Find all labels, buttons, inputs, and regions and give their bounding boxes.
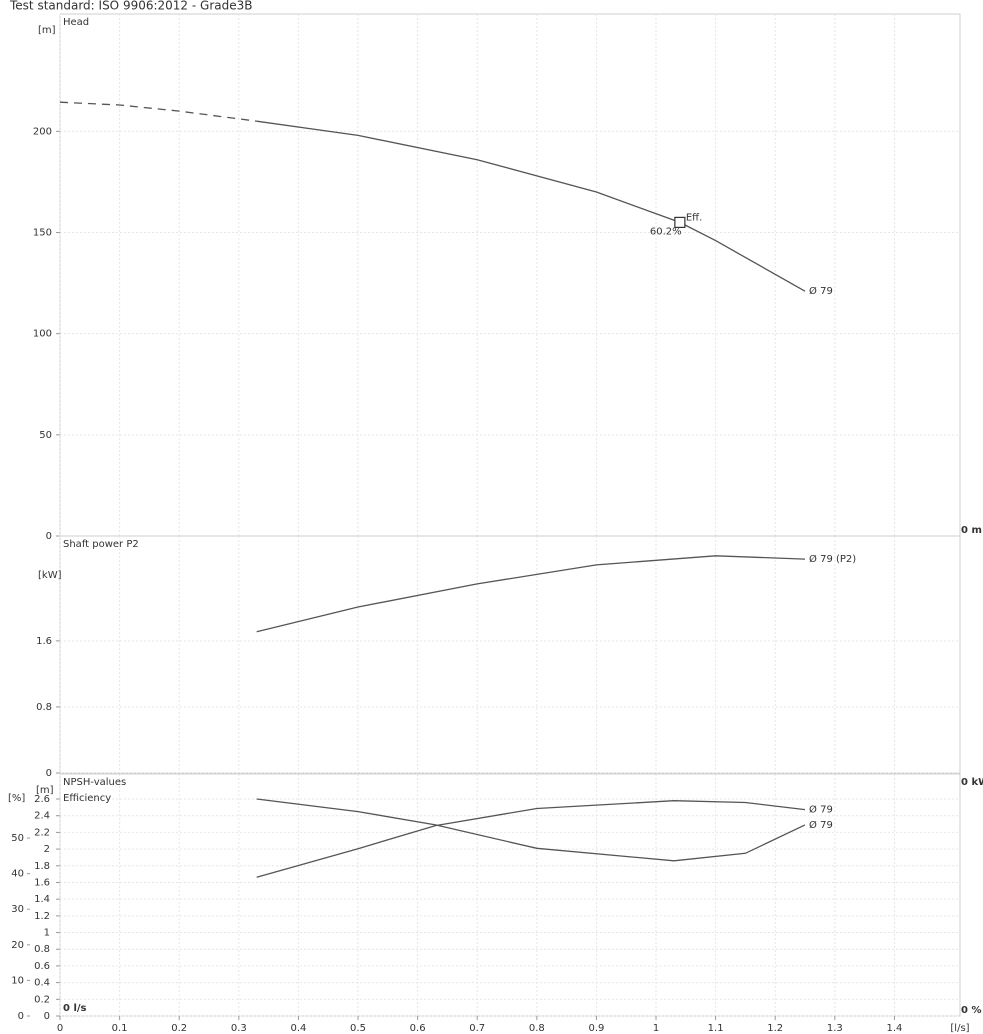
x-tick-label: 1.3 xyxy=(827,1023,843,1034)
x-tick-label: 1 xyxy=(653,1023,659,1034)
panel-frame xyxy=(59,535,961,774)
y-tick-label: 2.4 xyxy=(34,811,50,822)
panel-frame xyxy=(59,13,961,537)
zero-label: 0 l/s xyxy=(63,1003,87,1014)
curve xyxy=(59,101,257,122)
y-tick-label: 1.2 xyxy=(34,911,50,922)
y-tick-label: 0 xyxy=(46,768,52,779)
curve-label: Ø 79 xyxy=(809,804,833,816)
panel-title: NPSH-values xyxy=(63,777,126,788)
x-tick-label: 0 xyxy=(57,1023,63,1034)
y-tick-label: 1.6 xyxy=(36,636,52,647)
header-title: Test standard: ISO 9906:2012 - Grade3B xyxy=(9,0,252,13)
y-tick-label: 1.8 xyxy=(34,861,50,872)
x-tick-label: 1.4 xyxy=(886,1023,902,1034)
efficiency-value: 60.2% xyxy=(650,226,682,237)
y2-tick-label: 20 xyxy=(11,940,24,951)
y-tick-label: 0.4 xyxy=(34,978,50,989)
y-tick-label: 0.8 xyxy=(36,702,52,713)
zero-label: 0 % xyxy=(961,1005,981,1016)
x-unit: [l/s] xyxy=(950,1023,969,1034)
y2-tick-label: 50 xyxy=(11,833,24,844)
y-unit: [m] xyxy=(38,25,56,36)
y2-tick-label: 0 xyxy=(18,1011,24,1022)
x-tick-label: 0.1 xyxy=(112,1023,128,1034)
x-tick-label: 0.4 xyxy=(290,1023,306,1034)
x-tick-label: 0.2 xyxy=(171,1023,187,1034)
y2-tick-label: 40 xyxy=(11,869,24,880)
y-tick-label: 1.6 xyxy=(34,877,50,888)
x-tick-label: 1.1 xyxy=(708,1023,724,1034)
x-tick-label: 0.8 xyxy=(529,1023,545,1034)
efficiency-label: Eff. xyxy=(686,212,702,223)
y2-unit: [%] xyxy=(8,793,25,804)
y-tick-label: 0 xyxy=(46,531,52,542)
x-tick-label: 0.3 xyxy=(231,1023,247,1034)
y-tick-label: 2.6 xyxy=(34,794,50,805)
y-unit: [m] xyxy=(36,785,54,796)
y-tick-label: 100 xyxy=(33,329,52,340)
y-tick-label: 2 xyxy=(44,844,50,855)
zero-label: 0 kW xyxy=(961,777,983,788)
curve xyxy=(256,120,806,292)
y2-tick-label: 30 xyxy=(11,904,24,915)
curve-label: Ø 79 xyxy=(809,285,833,297)
curve-label: Ø 79 xyxy=(809,819,833,831)
y-tick-label: 200 xyxy=(33,126,52,137)
panel-title: Efficiency xyxy=(63,793,111,804)
y-tick-label: 0 xyxy=(44,1011,50,1022)
y-tick-label: 0.8 xyxy=(34,944,50,955)
y-tick-label: 2.2 xyxy=(34,827,50,838)
panel-title: Head xyxy=(63,17,89,28)
x-tick-label: 0.9 xyxy=(588,1023,604,1034)
efficiency-marker xyxy=(674,216,686,228)
y-tick-label: 50 xyxy=(39,430,52,441)
y2-tick-label: 10 xyxy=(11,975,24,986)
y-tick-label: 1.4 xyxy=(34,894,50,905)
zero-label: 0 m xyxy=(961,525,982,536)
x-tick-label: 1.2 xyxy=(767,1023,783,1034)
x-tick-label: 0.7 xyxy=(469,1023,485,1034)
x-tick-label: 0.6 xyxy=(410,1023,426,1034)
y-tick-label: 1 xyxy=(44,928,50,939)
x-tick-label: 0.5 xyxy=(350,1023,366,1034)
curve xyxy=(256,798,806,862)
y-tick-label: 0.6 xyxy=(34,961,50,972)
curve xyxy=(256,800,806,878)
y-unit: [kW] xyxy=(38,570,62,581)
curve-label: Ø 79 (P2) xyxy=(809,553,856,565)
curve xyxy=(256,555,806,633)
panel-title: Shaft power P2 xyxy=(63,539,139,550)
y-tick-label: 0.2 xyxy=(34,994,50,1005)
y-tick-label: 150 xyxy=(33,228,52,239)
